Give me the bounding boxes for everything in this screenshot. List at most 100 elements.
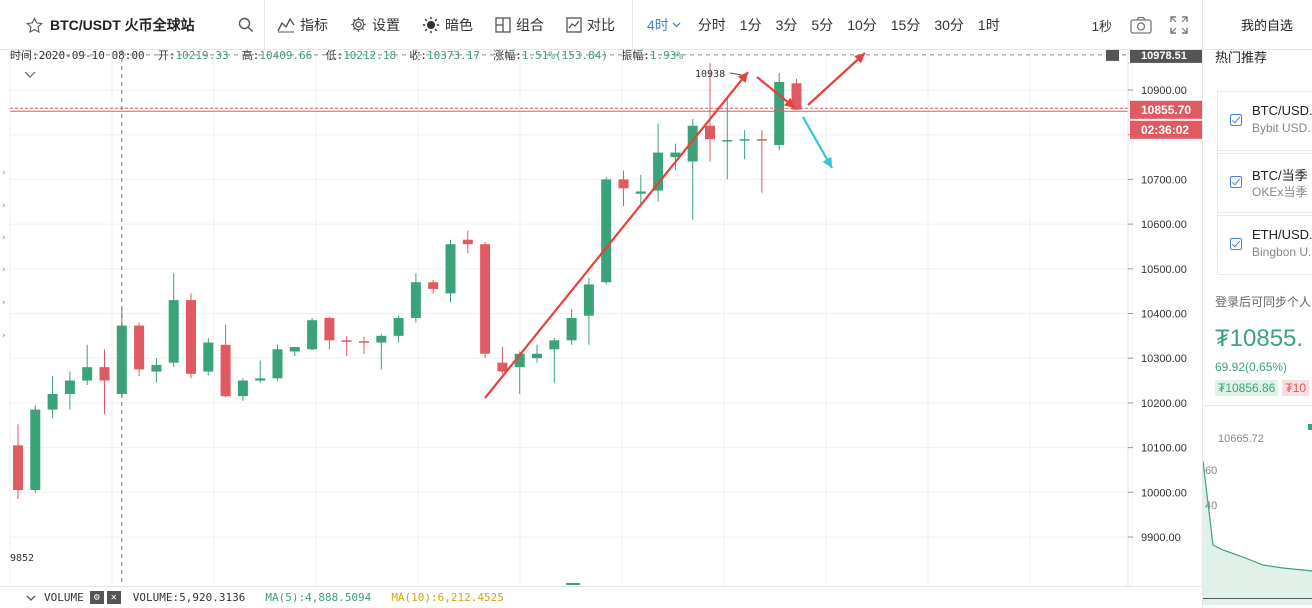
candle-body <box>47 393 58 410</box>
camera-icon[interactable] <box>1130 16 1152 34</box>
candle-body <box>151 364 162 372</box>
trend-arrow-breakout-head <box>854 53 865 64</box>
compare-icon <box>566 16 582 33</box>
compare-button[interactable]: 对比 <box>555 0 626 49</box>
ohlc-open: 10219.33 <box>175 49 229 62</box>
axis-tick-label: 10000.00 <box>1141 487 1187 499</box>
interval-30m[interactable]: 30分 <box>934 16 964 33</box>
mini-chart-top: 10665.72 <box>1218 433 1264 445</box>
interval-3m[interactable]: 3分 <box>775 16 798 33</box>
candle-body <box>359 341 369 343</box>
edge-marker: › <box>2 233 6 243</box>
close-icon[interactable]: ✕ <box>106 591 121 604</box>
symbol-title: BTC/USDT 火币全球站 <box>50 16 195 33</box>
chart-overlay: 10938 9852 › › › › › › <box>2 50 1128 586</box>
expand-icon <box>1106 50 1119 61</box>
indicator-button[interactable]: 指标 <box>265 0 339 49</box>
trend-arrow-breakout <box>807 52 866 106</box>
min-price-label: 9852 <box>10 553 34 564</box>
candle-body <box>99 367 110 381</box>
candle-body <box>376 335 387 343</box>
interval-1m[interactable]: 1分 <box>739 16 762 33</box>
candle-body <box>428 282 439 289</box>
volume-value: VOLUME:5,920.3136 <box>132 591 246 604</box>
axis-tick-label: 10600.00 <box>1141 219 1187 231</box>
login-tip[interactable]: 登录后可同步个人 <box>1215 295 1312 309</box>
watch-item-symbol: ETH/USD... <box>1252 227 1312 242</box>
checkbox[interactable] <box>1230 176 1242 188</box>
settings-button[interactable]: 设置 <box>339 0 411 49</box>
interval-15m[interactable]: 15分 <box>890 16 921 33</box>
candle-body <box>64 380 75 394</box>
hot-recommend-label: 热门推荐 <box>1215 50 1268 65</box>
gear-icon[interactable]: ⚙ <box>89 591 104 604</box>
mini-tick: 60 <box>1205 465 1217 477</box>
candle-body <box>186 300 196 374</box>
chevron-down-icon <box>24 71 36 78</box>
ohlc-high-label: 高: <box>241 49 260 62</box>
mini-marker <box>1308 424 1312 430</box>
star-icon[interactable] <box>26 17 43 34</box>
interval-label: 4时 <box>647 16 669 33</box>
axis-tick-label: 9900.00 <box>1141 532 1181 544</box>
interval-1h[interactable]: 1时 <box>977 16 1000 33</box>
price-change: 69.92(0.65%) <box>1215 360 1288 374</box>
trend-arrow-up <box>484 71 749 399</box>
axis-tick-label: 10400.00 <box>1141 309 1187 321</box>
countdown-text: 02:36:02 <box>1141 123 1189 137</box>
ask-price: ₮10 <box>1282 380 1310 396</box>
chart-grid <box>9 50 1133 586</box>
axis-tick-label: 10700.00 <box>1141 174 1187 186</box>
chevron-down-icon[interactable] <box>26 593 36 603</box>
watchlist-title[interactable]: 我的自选 <box>1203 0 1312 50</box>
price-axis: 10900.0010800.0010700.0010600.0010500.00… <box>1127 50 1202 586</box>
ohlc-amp: 1.93% <box>649 49 683 62</box>
candle-body <box>30 409 41 491</box>
candle-body <box>13 445 23 491</box>
trend-arrow-up-head <box>737 72 748 83</box>
candle-body <box>532 353 542 359</box>
candle-body <box>116 325 127 394</box>
volume-legend: VOLUME ⚙ ✕ VOLUME:5,920.3136 MA(5):4,888… <box>0 586 1202 608</box>
trend-arrow-pullback-head <box>822 156 832 168</box>
interval-5m[interactable]: 5分 <box>811 16 834 33</box>
dark-mode-label: 暗色 <box>445 16 473 33</box>
dark-mode-button[interactable]: 暗色 <box>411 0 484 49</box>
volume-ma10: MA(10):6,212.4525 <box>391 591 504 604</box>
combine-icon <box>495 16 511 33</box>
ohlc-time-label: 时间: <box>10 49 39 62</box>
candle-body <box>445 244 456 294</box>
ohlc-low-label: 低: <box>325 49 344 62</box>
fullscreen-icon[interactable] <box>1170 16 1188 34</box>
candle-body <box>705 125 715 140</box>
chevron-down-icon <box>672 22 681 27</box>
candle-body <box>687 125 698 162</box>
combine-button[interactable]: 组合 <box>484 0 555 49</box>
volume-ma5: MA(5):4,888.5094 <box>265 591 372 604</box>
interval-4h[interactable]: 4时 <box>633 0 688 49</box>
trend-arrow-down-short-head <box>784 97 795 108</box>
candle-body <box>514 353 525 368</box>
interval-timeline[interactable]: 分时 <box>697 16 726 33</box>
watch-item[interactable]: BTC/当季 OKEx当季 <box>1217 153 1312 213</box>
toolbar-right: 1秒 <box>1092 0 1202 50</box>
candle-body <box>307 320 318 350</box>
candle-body <box>774 81 785 145</box>
indicator-label: 指标 <box>300 16 328 33</box>
sun-icon <box>422 16 440 33</box>
compare-label: 对比 <box>587 16 615 33</box>
search-icon[interactable] <box>238 17 254 33</box>
top-price-text: 10978.51 <box>1141 50 1187 62</box>
edge-marker: › <box>2 201 6 211</box>
checkbox[interactable] <box>1230 114 1242 126</box>
candle-body <box>393 317 404 336</box>
watch-item[interactable]: BTC/USD... Bybit USD... <box>1217 91 1312 151</box>
checkbox[interactable] <box>1230 238 1242 250</box>
candle-body <box>670 152 681 158</box>
volume-label: VOLUME <box>44 591 84 604</box>
watch-item[interactable]: ETH/USD... Bingbon U... <box>1217 215 1312 275</box>
interval-10m[interactable]: 10分 <box>847 16 877 33</box>
refresh-rate[interactable]: 1秒 <box>1091 18 1112 34</box>
